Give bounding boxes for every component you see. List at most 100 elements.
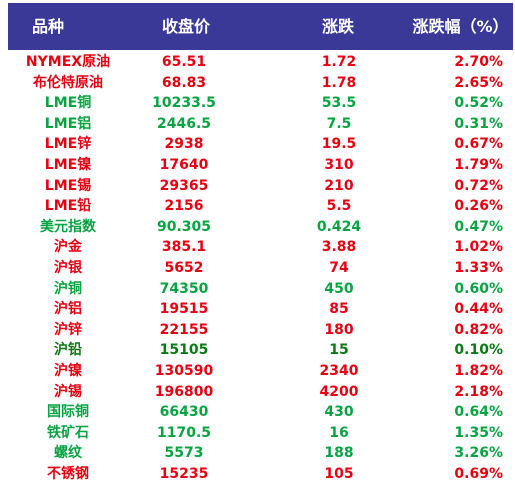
cell-change: 53.5	[321, 95, 357, 112]
cell-variety: 布伦特原油	[33, 74, 103, 91]
cell-variety: 国际铜	[47, 404, 89, 421]
cell-change: 310	[324, 156, 354, 173]
table-row: 沪锡 196800 4200 2.18%	[8, 382, 513, 403]
cell-change: 188	[324, 445, 354, 462]
cell-change: 5.5	[326, 198, 352, 215]
cell-change: 19.5	[321, 136, 357, 153]
cell-change-pct: 0.31%	[454, 115, 503, 132]
header-change: 涨跌	[321, 17, 354, 36]
cell-variety: LME铜	[44, 95, 92, 112]
cell-change-pct: 2.70%	[454, 54, 503, 70]
cell-variety: 沪锡	[54, 383, 82, 400]
cell-change-pct: 0.60%	[454, 280, 503, 297]
table-row: 沪铜 74350 450 0.60%	[8, 279, 513, 300]
cell-variety: LME锌	[44, 136, 92, 153]
cell-variety: LME镍	[44, 156, 92, 173]
cell-change: 105	[324, 465, 354, 482]
cell-close-price: 196800	[154, 383, 214, 400]
cell-change-pct: 2.18%	[454, 383, 503, 400]
cell-close-price: 66430	[159, 404, 209, 421]
cell-change-pct: 1.35%	[454, 424, 503, 441]
cell-change: 1.78	[321, 74, 357, 91]
cell-change-pct: 1.79%	[454, 156, 503, 173]
cell-variety: 沪金	[54, 239, 82, 256]
table-row: 国际铜 66430 430 0.64%	[8, 402, 513, 423]
table-header: 品种 收盘价 涨跌 涨跌幅（%）	[8, 3, 513, 50]
cell-change: 2340	[319, 362, 359, 379]
cell-variety: 沪铅	[54, 342, 82, 359]
cell-change-pct: 3.26%	[454, 445, 503, 462]
cell-close-price: 10233.5	[152, 95, 216, 112]
cell-change-pct: 1.82%	[454, 362, 503, 379]
cell-variety: NYMEX原油	[25, 54, 111, 70]
cell-change: 4200	[319, 383, 359, 400]
table-row: LME铝 2446.5 7.5 0.31%	[8, 114, 513, 135]
cell-change-pct: 1.02%	[454, 239, 503, 256]
cell-close-price: 2938	[164, 136, 204, 153]
cell-close-price: 15105	[159, 342, 209, 359]
cell-variety: 沪锌	[54, 321, 82, 338]
table-row: LME锡 29365 210 0.72%	[8, 176, 513, 197]
header-change-pct: 涨跌幅（%）	[412, 17, 509, 36]
cell-close-price: 385.1	[161, 239, 207, 256]
table-row: 沪金 385.1 3.88 1.02%	[8, 237, 513, 258]
cell-change-pct: 0.47%	[454, 218, 503, 235]
cell-change-pct: 0.52%	[454, 95, 503, 112]
cell-close-price: 2446.5	[156, 115, 212, 132]
cell-change: 210	[324, 177, 354, 194]
cell-change-pct: 0.67%	[454, 136, 503, 153]
cell-close-price: 130590	[154, 362, 214, 379]
cell-change-pct: 2.65%	[454, 74, 503, 91]
cell-close-price: 65.51	[161, 54, 207, 70]
cell-close-price: 5573	[164, 445, 204, 462]
cell-change: 450	[324, 280, 354, 297]
cell-change: 15	[329, 342, 349, 359]
cell-change-pct: 0.64%	[454, 404, 503, 421]
cell-close-price: 5652	[164, 259, 204, 276]
cell-change-pct: 0.72%	[454, 177, 503, 194]
cell-variety: 沪铜	[54, 280, 82, 297]
cell-change-pct: 0.82%	[454, 321, 503, 338]
cell-variety: 沪银	[54, 259, 82, 276]
cell-change-pct: 0.69%	[454, 465, 503, 482]
table-row: 沪锌 22155 180 0.82%	[8, 320, 513, 341]
table-row: 布伦特原油 68.83 1.78 2.65%	[8, 73, 513, 94]
cell-close-price: 22155	[159, 321, 209, 338]
cell-variety: LME锡	[44, 177, 92, 194]
table-row: 沪镍 130590 2340 1.82%	[8, 361, 513, 382]
cell-close-price: 68.83	[161, 74, 207, 91]
table-row: 沪银 5652 74 1.33%	[8, 258, 513, 279]
table-row: LME铅 2156 5.5 0.26%	[8, 196, 513, 217]
cell-change: 16	[329, 424, 349, 441]
cell-close-price: 19515	[159, 301, 209, 318]
table-row: 美元指数 90.305 0.424 0.47%	[8, 217, 513, 238]
cell-close-price: 29365	[159, 177, 209, 194]
cell-change: 85	[329, 301, 349, 318]
table-body: NYMEX原油 65.51 1.72 2.70% 布伦特原油 68.83 1.78 2.65%…	[8, 52, 513, 484]
cell-change: 3.88	[321, 239, 357, 256]
cell-close-price: 2156	[164, 198, 204, 215]
cell-variety: 美元指数	[40, 218, 96, 235]
cell-close-price: 74350	[159, 280, 209, 297]
table-row: 沪铝 19515 85 0.44%	[8, 299, 513, 320]
cell-variety: 不锈钢	[47, 465, 89, 482]
cell-variety: LME铝	[44, 115, 92, 132]
table-row: 螺纹 5573 188 3.26%	[8, 443, 513, 464]
cell-close-price: 17640	[159, 156, 209, 173]
header-variety: 品种	[31, 17, 64, 36]
cell-variety: 螺纹	[54, 445, 82, 462]
cell-variety: 沪铝	[54, 301, 82, 318]
cell-close-price: 90.305	[156, 218, 212, 235]
table-row: NYMEX原油 65.51 1.72 2.70%	[8, 52, 513, 73]
cell-change-pct: 0.26%	[454, 198, 503, 215]
header-close-price: 收盘价	[161, 17, 210, 36]
table-row: 沪铅 15105 15 0.10%	[8, 340, 513, 361]
table-row: LME锌 2938 19.5 0.67%	[8, 134, 513, 155]
cell-change: 74	[329, 259, 349, 276]
cell-close-price: 1170.5	[156, 424, 212, 441]
cell-variety: LME铅	[44, 198, 92, 215]
cell-close-price: 15235	[159, 465, 209, 482]
table-row: 铁矿石 1170.5 16 1.35%	[8, 423, 513, 444]
cell-change: 7.5	[326, 115, 352, 132]
